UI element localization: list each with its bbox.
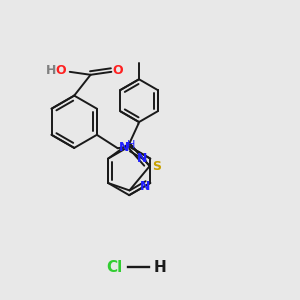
Text: O: O [112, 64, 123, 77]
Text: H: H [154, 260, 167, 275]
Text: O: O [55, 64, 66, 77]
Text: Cl: Cl [106, 260, 122, 275]
Text: N: N [119, 141, 130, 154]
Text: H: H [127, 140, 136, 150]
Text: H: H [46, 64, 56, 77]
Text: N: N [140, 180, 150, 193]
Text: S: S [152, 160, 161, 173]
Text: N: N [137, 152, 147, 164]
